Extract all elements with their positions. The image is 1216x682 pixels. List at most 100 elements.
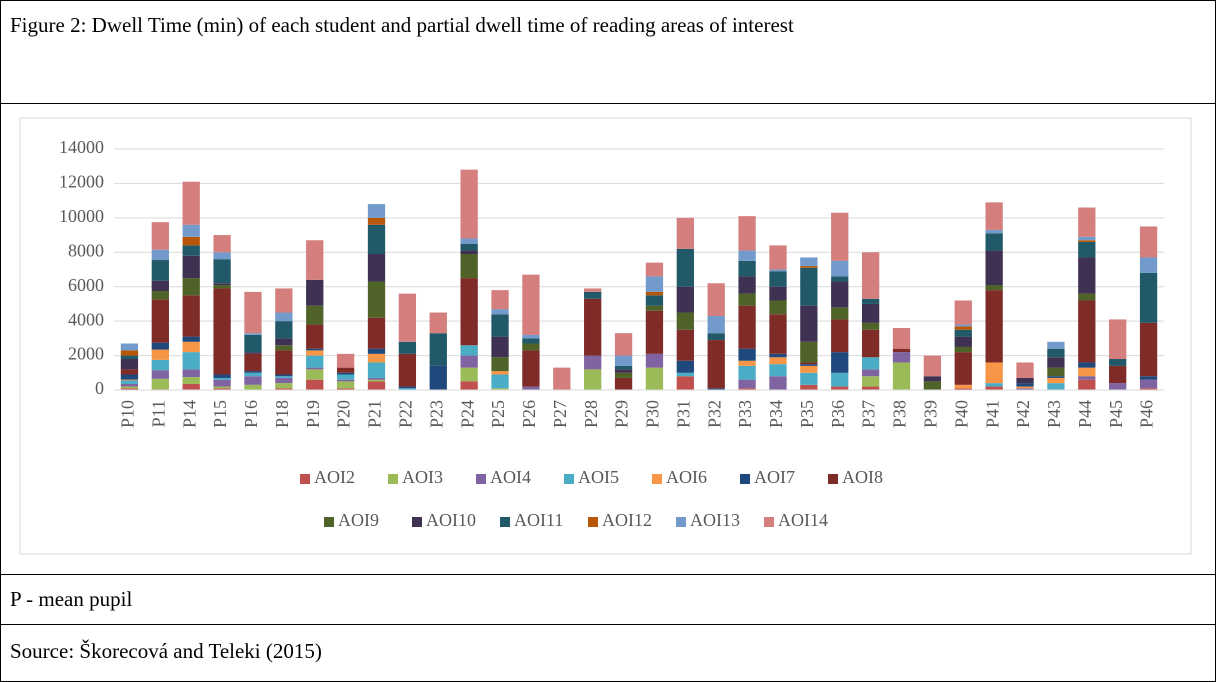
- bar-segment: [954, 384, 972, 389]
- legend-label: AOI14: [778, 510, 828, 530]
- bar-segment: [120, 350, 139, 356]
- bar-segment: [151, 378, 169, 390]
- bar-segment: [769, 286, 787, 301]
- bar-segment: [182, 369, 200, 378]
- bar-segment: [182, 336, 200, 342]
- bar-segment: [398, 353, 417, 387]
- bar-segment: [707, 333, 725, 341]
- bar-segment: [182, 278, 200, 296]
- bar-segment: [460, 278, 478, 346]
- bar-segment: [738, 388, 756, 390]
- bar-segment: [800, 362, 818, 365]
- chart: 0 2000 4000 6000 8000 10000 12000 14000 P10 P11 P1…: [19, 117, 1192, 555]
- legend-swatch: [828, 474, 838, 484]
- bar-segment: [676, 376, 694, 390]
- bar-segment: [244, 333, 262, 335]
- bar-segment: [460, 355, 478, 368]
- bar-segment: [244, 384, 262, 390]
- bar-segment: [707, 340, 725, 389]
- bar-segment: [151, 280, 169, 292]
- y-tick-label: 10000: [59, 206, 104, 226]
- bar-segment: [553, 367, 571, 390]
- bar-segment: [831, 307, 849, 320]
- bar-segment: [367, 204, 386, 218]
- bar-segment: [985, 202, 1003, 230]
- bar-segment: [522, 338, 540, 344]
- x-tick-label: P25: [488, 400, 508, 428]
- bar-segment: [1139, 379, 1158, 389]
- bar-segment: [1047, 383, 1065, 390]
- bar-segment: [1078, 207, 1096, 237]
- bar-segment: [367, 217, 386, 225]
- bar-segment: [1047, 376, 1065, 378]
- bar-segment: [892, 348, 911, 353]
- bar-segment: [429, 333, 447, 366]
- bar-segment: [645, 291, 664, 296]
- bar-segment: [831, 386, 849, 390]
- bar-segment: [985, 284, 1003, 291]
- legend-label: AOI4: [490, 467, 531, 487]
- bar-segment: [491, 371, 509, 375]
- bar-segment: [306, 367, 324, 370]
- caption: Figure 2: Dwell Time (min) of each stude…: [1, 1, 1215, 104]
- bar-segment: [800, 365, 818, 373]
- legend-swatch: [740, 474, 750, 484]
- bar-segment: [676, 329, 694, 361]
- bar-segment: [213, 235, 231, 253]
- bar-segment: [367, 353, 386, 363]
- bar-segment: [275, 374, 293, 377]
- bar-segment: [769, 269, 787, 272]
- bar-segment: [738, 216, 756, 251]
- x-tick-label: P30: [643, 400, 663, 428]
- legend-label: AOI7: [754, 467, 795, 487]
- bar-segment: [336, 372, 355, 375]
- legend-label: AOI5: [578, 467, 619, 487]
- bar-segment: [306, 240, 324, 280]
- bar-segment: [954, 300, 972, 325]
- x-tick-label: P26: [519, 400, 539, 428]
- legend-label: AOI6: [666, 467, 707, 487]
- bar-segment: [460, 345, 478, 356]
- bar-segment: [460, 250, 478, 255]
- legend-label: AOI9: [338, 510, 379, 530]
- bar-segment: [645, 305, 664, 311]
- legend-swatch: [476, 474, 486, 484]
- bar-segment: [213, 288, 231, 375]
- bar-segment: [1078, 293, 1096, 301]
- x-tick-label: P31: [673, 400, 693, 428]
- bar-segment: [213, 283, 231, 285]
- x-tick-label: P28: [581, 400, 601, 428]
- bar-segment: [398, 386, 417, 389]
- bar-segment: [738, 276, 756, 294]
- bar-segment: [614, 365, 633, 370]
- bar-segment: [367, 379, 386, 382]
- bar-segment: [244, 352, 262, 354]
- x-tick-label: P37: [859, 400, 879, 428]
- x-tick-label: P43: [1044, 400, 1064, 428]
- x-tick-label: P38: [890, 400, 910, 428]
- bar-segment: [336, 379, 355, 382]
- bar-segment: [213, 379, 231, 387]
- bar-segment: [275, 338, 293, 346]
- x-tick-label: P40: [951, 400, 971, 428]
- bar-segment: [1016, 386, 1034, 389]
- bar-segment: [182, 383, 200, 390]
- bar-segment: [1109, 365, 1127, 384]
- bar-segment: [151, 370, 169, 379]
- bar-segment: [831, 352, 849, 373]
- bar-segment: [892, 328, 911, 349]
- bar-segment: [182, 181, 200, 225]
- bar-segment: [707, 283, 725, 316]
- bar-segment: [336, 367, 355, 373]
- x-tick-label: P22: [396, 400, 416, 428]
- legend-swatch: [676, 517, 686, 527]
- bar-segment: [954, 336, 972, 347]
- bar-segment: [831, 319, 849, 353]
- bar-segment: [182, 224, 200, 237]
- bar-segment: [120, 374, 139, 380]
- bar-segment: [120, 383, 139, 387]
- bar-segment: [1139, 376, 1158, 380]
- bar-segment: [491, 290, 509, 310]
- bar-segment: [954, 324, 972, 327]
